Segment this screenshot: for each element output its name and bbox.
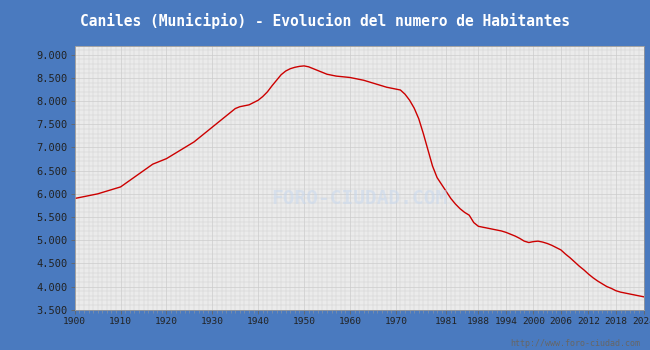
Text: http://www.foro-ciudad.com: http://www.foro-ciudad.com: [510, 339, 640, 348]
Text: Caniles (Municipio) - Evolucion del numero de Habitantes: Caniles (Municipio) - Evolucion del nume…: [80, 13, 570, 29]
Text: FORO-CIUDAD.COM: FORO-CIUDAD.COM: [271, 189, 447, 208]
